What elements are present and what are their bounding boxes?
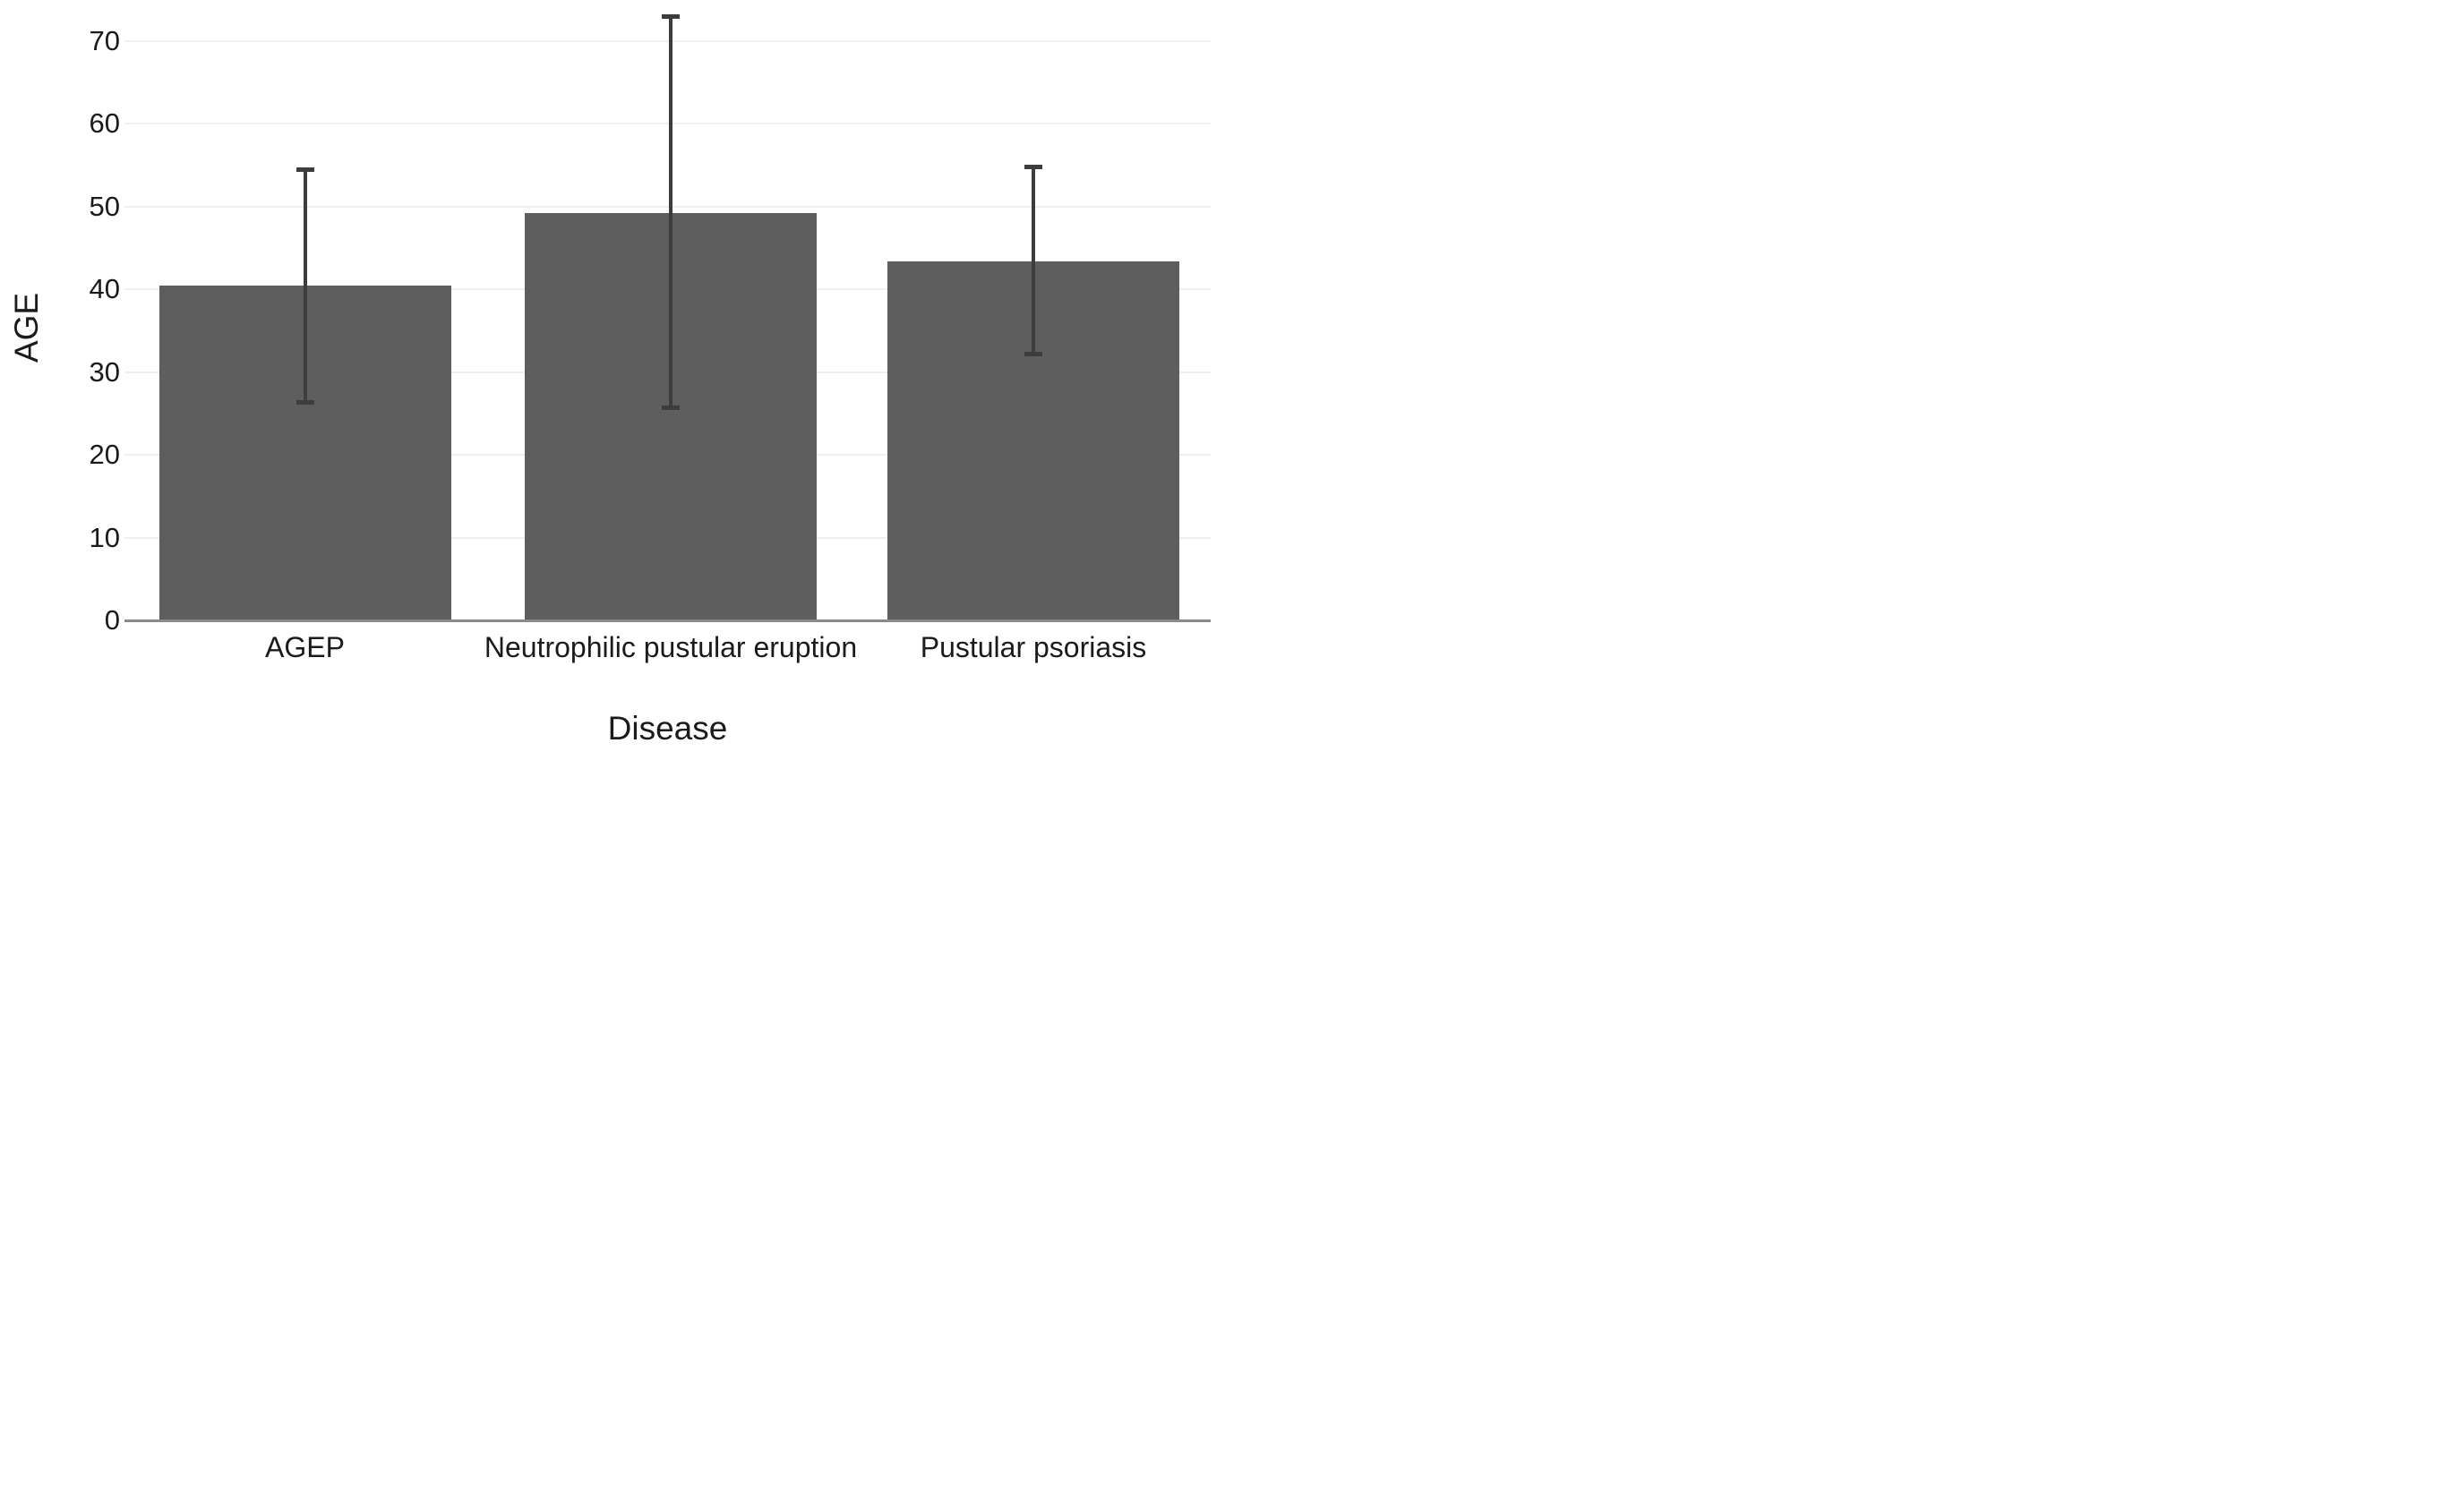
- y-tick-label: 0: [104, 604, 120, 636]
- error-bar: [669, 16, 672, 408]
- gridline: [124, 205, 1211, 208]
- x-axis-line: [124, 619, 1211, 622]
- y-tick-label: 40: [89, 273, 120, 304]
- error-bar-cap-top: [662, 14, 680, 20]
- y-tick-label: 50: [89, 190, 120, 222]
- bar-chart: AGE 0 10 20 30 40 50 60 70 AGEP Neutrophilic pust…: [0, 0, 1225, 756]
- error-bar: [1032, 167, 1035, 355]
- y-tick-label: 30: [89, 355, 120, 388]
- x-category-label: Pustular psoriasis: [920, 631, 1147, 663]
- x-axis-title: Disease: [607, 710, 728, 747]
- error-bar: [303, 169, 307, 403]
- x-category-label: Neutrophilic pustular eruption: [484, 631, 858, 663]
- gridline: [124, 39, 1211, 42]
- plot-area: 0 10 20 30 40 50 60 70 AGEP Neutrophilic pustular…: [0, 0, 1225, 756]
- x-category-label: AGEP: [265, 631, 345, 663]
- error-bar-cap-bottom: [296, 400, 314, 406]
- error-bar-cap-top: [1024, 164, 1042, 169]
- error-bar-cap-bottom: [1024, 351, 1042, 356]
- y-tick-label: 60: [89, 107, 120, 139]
- gridline: [124, 123, 1211, 124]
- error-bar-cap-top: [296, 167, 314, 173]
- y-tick-label: 70: [89, 24, 120, 56]
- y-tick-label: 10: [89, 521, 120, 553]
- error-bar-cap-bottom: [662, 405, 680, 410]
- y-tick-label: 20: [89, 439, 120, 470]
